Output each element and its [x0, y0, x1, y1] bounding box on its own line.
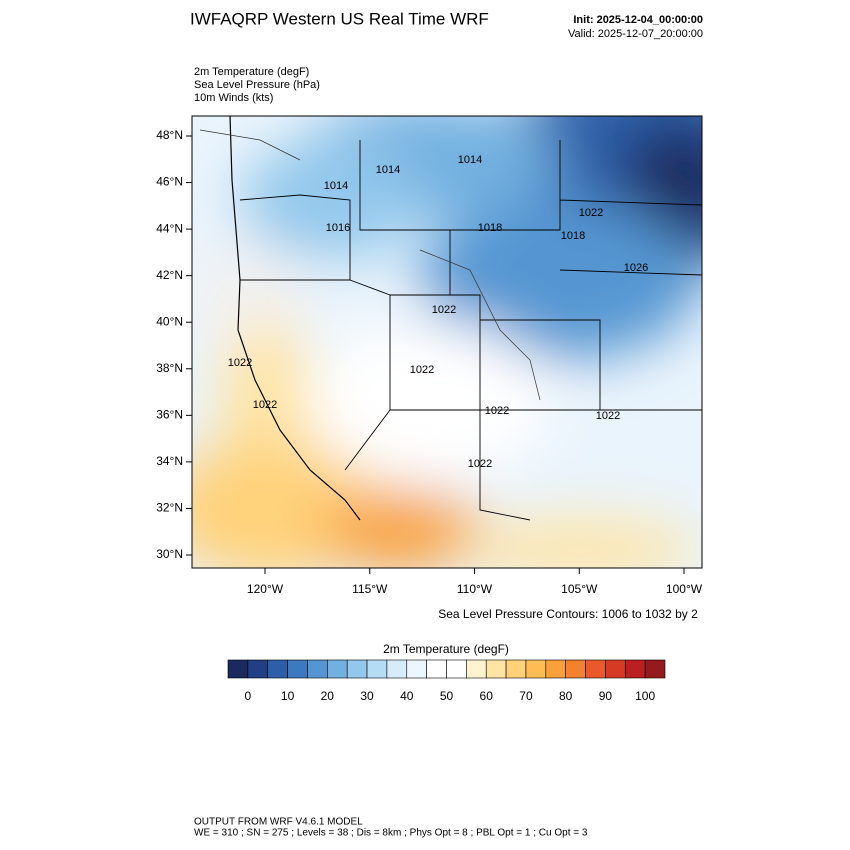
colorbar-box	[624, 659, 646, 679]
colorbar-box	[386, 659, 408, 679]
colorbar-tick: 50	[440, 689, 454, 703]
contour-label: 1022	[596, 410, 620, 422]
colorbar-tick: 40	[400, 689, 414, 703]
lat-label: 40°N	[156, 314, 183, 328]
valid-time: Valid: 2025-12-07_20:00:00	[568, 28, 703, 40]
colorbar-box	[406, 659, 427, 679]
lon-label: 100°W	[666, 582, 703, 596]
contour-label: 1014	[376, 164, 400, 176]
colorbar-tick: 30	[360, 689, 374, 703]
map-field	[192, 116, 702, 568]
lat-label: 38°N	[156, 361, 183, 375]
colorbar-tick: 10	[281, 689, 295, 703]
contour-label: 1014	[324, 180, 348, 192]
contour-label: 1018	[561, 230, 585, 242]
colorbar-title: 2m Temperature (degF)	[383, 642, 509, 656]
lon-label: 105°W	[561, 582, 598, 596]
field-label: 2m Temperature (degF)	[194, 66, 309, 78]
colorbar-box	[525, 659, 547, 679]
colorbar-box	[346, 659, 368, 679]
lat-label: 46°N	[156, 175, 183, 189]
contour-label: 1022	[579, 207, 603, 219]
colorbar-box	[307, 659, 328, 679]
colorbar-box	[267, 659, 288, 679]
contour-label: 1022	[468, 458, 492, 470]
colorbar-box	[565, 659, 586, 679]
lat-label: 30°N	[156, 547, 183, 561]
colorbar-box	[644, 659, 666, 679]
footer-line: OUTPUT FROM WRF V4.6.1 MODEL	[194, 817, 363, 828]
colorbar-box	[426, 659, 447, 679]
colorbar-box	[585, 659, 606, 679]
contour-label: 1022	[410, 364, 434, 376]
lat-label: 48°N	[156, 128, 183, 142]
contour-note: Sea Level Pressure Contours: 1006 to 103…	[438, 607, 698, 621]
contour-label: 1022	[228, 357, 252, 369]
lat-label: 34°N	[156, 454, 183, 468]
colorbar-box	[327, 659, 348, 679]
colorbar-box	[446, 659, 467, 679]
colorbar-box	[366, 659, 388, 679]
contour-label: 1022	[485, 405, 509, 417]
lat-label: 42°N	[156, 268, 183, 282]
lon-label: 115°W	[352, 582, 388, 596]
contour-label: 1026	[624, 262, 648, 274]
lon-label: 120°W	[247, 582, 284, 596]
colorbar-tick: 80	[559, 689, 573, 703]
lat-label: 32°N	[156, 501, 183, 515]
colorbar-tick: 70	[519, 689, 533, 703]
colorbar-box	[485, 659, 507, 679]
init-time: Init: 2025-12-04_00:00:00	[573, 14, 703, 26]
lat-label: 36°N	[156, 408, 183, 422]
contour-label: 1016	[326, 222, 350, 234]
colorbar-tick: 60	[480, 689, 494, 703]
colorbar-box	[505, 659, 527, 679]
colorbar-tick: 0	[245, 689, 252, 703]
colorbar-tick: 100	[635, 689, 655, 703]
colorbar-box	[466, 659, 487, 679]
lon-label: 110°W	[457, 582, 493, 596]
colorbar-tick: 90	[599, 689, 613, 703]
colorbar-tick: 20	[321, 689, 335, 703]
footer-line: WE = 310 ; SN = 275 ; Levels = 38 ; Dis …	[194, 828, 588, 839]
title: IWFAQRP Western US Real Time WRF	[190, 9, 489, 28]
colorbar-box	[545, 659, 566, 679]
colorbar-box	[605, 659, 626, 679]
contour-label: 1014	[458, 154, 482, 166]
colorbar-box	[247, 659, 269, 679]
contour-label: 1022	[253, 399, 277, 411]
contour-label: 1018	[478, 222, 502, 234]
field-label: 10m Winds (kts)	[194, 92, 273, 104]
field-label: Sea Level Pressure (hPa)	[194, 79, 320, 91]
colorbar-box	[287, 659, 308, 679]
contour-label: 1022	[432, 304, 456, 316]
colorbar-box	[227, 659, 249, 679]
lat-label: 44°N	[156, 221, 183, 235]
map-frame	[191, 115, 703, 569]
